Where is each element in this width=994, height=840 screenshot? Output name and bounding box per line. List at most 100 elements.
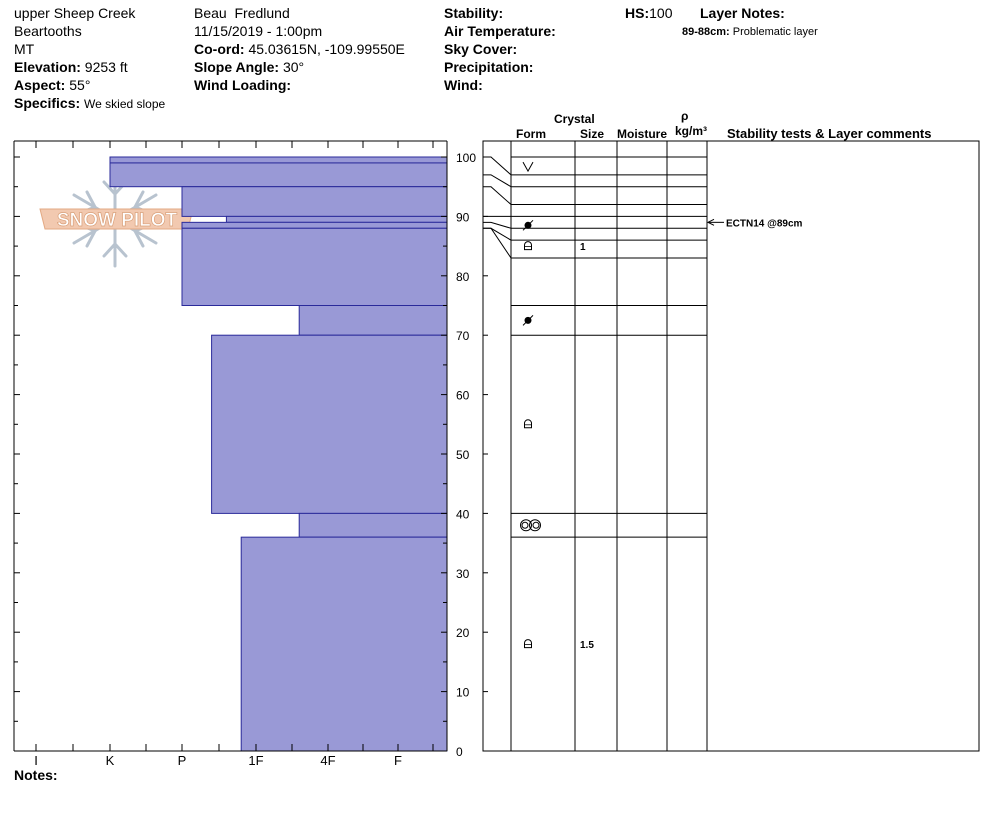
layer-notes-title: Layer Notes: [700,4,785,22]
hardness-bar [181,221,448,229]
axes: 0 10 20 30 40 50 60 70 80 90 100 I K P 1F 4F F [13,140,476,768]
depth-tick-label: 30 [456,567,470,581]
wind: Wind: [444,76,483,94]
hardness-label: 4F [320,753,335,768]
depth-tick-label: 10 [456,686,470,700]
depth-tick-label: 50 [456,448,470,462]
aspect-value: 55° [69,77,91,93]
aspect: Aspect: 55° [14,76,90,94]
depth-hoar-outer-2 [529,519,541,532]
facet-glyph [524,639,532,649]
wind-loading-label: Wind Loading: [194,77,292,93]
wind-loading: Wind Loading: [194,76,291,94]
coord-label: Co-ord: [194,41,245,57]
layer-table: 1 1.5 ECTN14 @89cm [482,140,980,752]
hardness-label: K [106,753,115,768]
elevation-label: Elevation: [14,59,81,75]
surface-hoar-symbol [522,161,534,173]
specifics: Specifics: We skied slope [14,94,165,113]
layer-connector [483,221,512,229]
specifics-value: We skied slope [84,97,166,111]
depth-tick-label: 0 [456,745,463,759]
column-density-unit: kg/m³ [675,124,708,138]
snow-pilot-logo: SNOW PILOT [39,170,194,268]
hardness-bar [181,186,448,217]
depth-tick-label: 20 [456,626,470,640]
hardness-bar [298,512,448,538]
hardness-bar [240,536,448,752]
layer-connector [483,174,512,188]
hardness-bar [225,215,448,223]
wind-label: Wind: [444,77,483,93]
column-crystal: Crystal [554,112,595,126]
facet-glyph [524,241,532,251]
column-form: Form [516,127,546,141]
stability-test-label: ECTN14 @89cm [726,218,803,229]
faceted-symbol [524,419,532,429]
slope-angle: Slope Angle: 30° [194,58,304,76]
air-temperature: Air Temperature: [444,22,556,40]
hardness-bar [109,156,448,164]
faceted-symbol [524,639,532,649]
state: MT [14,41,35,57]
facet-glyph [524,419,532,429]
depth-tick-label: 100 [456,151,476,165]
crystal-size-label: 1.5 [580,640,594,651]
layer-connector [483,227,512,259]
specifics-label: Specifics: [14,95,81,111]
mountain-range: Beartooths [14,23,82,39]
slope-value: 30° [282,59,305,75]
depth-hoar-inner [521,521,529,529]
depth-tick-label: 70 [456,329,470,343]
hardness-label: 1F [248,753,263,768]
hardness-label: I [34,753,38,768]
snow-height: HS:100 [625,4,672,22]
air-temp-label: Air Temperature: [444,23,556,39]
layer-note: 89-88cm: Problematic layer [682,23,818,41]
surface-hoar-glyph [522,161,534,173]
column-rho: ρ [681,109,689,123]
hs-value: 100 [649,5,673,21]
depth-hoar-outer [520,519,532,532]
datetime: 11/15/2019 - 1:00pm [194,23,323,39]
coord-value: 45.03615N, -109.99550E [248,41,405,57]
column-moisture: Moisture [617,127,668,141]
sky-cover-label: Sky Cover: [444,41,518,57]
precipitation: Precipitation: [444,58,533,76]
depth-tick-label: 90 [456,210,470,224]
precip-label: Precipitation: [444,59,534,75]
column-size: Size [580,127,605,141]
layer-connector [483,156,512,176]
slope-label: Slope Angle: [194,59,280,75]
depth-hoar-symbol [520,519,541,532]
sky-cover: Sky Cover: [444,40,517,58]
location-name: upper Sheep Creek [14,5,136,21]
hardness-bar [181,227,448,306]
stability-pointer-arrow [706,218,715,226]
depth-tick-label: 60 [456,389,470,403]
aspect-label: Aspect: [14,77,66,93]
melt-forms-symbol [522,314,534,326]
faceted-symbol [524,241,532,251]
hardness-label: P [178,753,187,768]
layer-note-text: Problematic layer [732,26,818,38]
hardness-bar [298,305,448,336]
layer-connector [483,186,512,205]
table-frame [482,140,980,752]
logo-text: SNOW PILOT [57,210,178,231]
column-stability: Stability tests & Layer comments [727,126,932,141]
crystal-size-label: 1 [580,242,586,253]
notes-label: Notes: [14,767,58,783]
elevation: Elevation: 9253 ft [14,58,128,76]
melt-forms-symbol [522,219,534,231]
hardness-label: F [394,753,402,768]
coordinates: Co-ord: 45.03615N, -109.99550E [194,40,405,58]
hardness-profile [109,156,448,752]
hardness-bar [211,334,448,514]
layer-note-range: 89-88cm: [682,26,730,38]
depth-hoar-inner-2 [532,521,540,529]
melt-form-slash [522,219,534,231]
stability: Stability: [444,4,503,22]
hs-label: HS: [625,5,650,21]
